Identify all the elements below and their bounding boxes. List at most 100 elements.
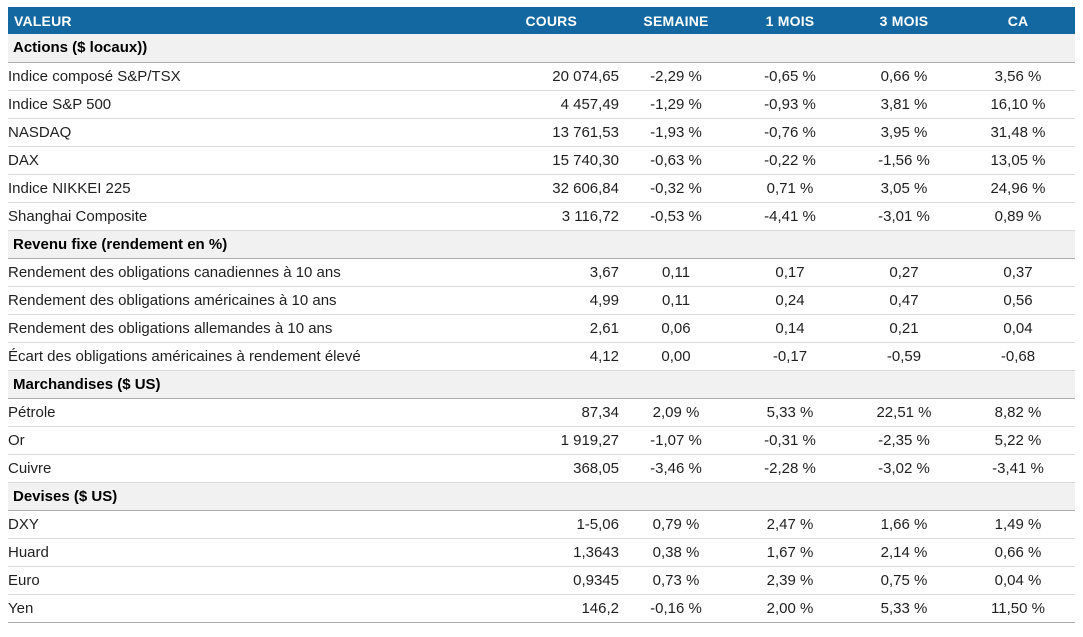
semaine-value: -3,46 % — [619, 454, 733, 483]
row-label: Rendement des obligations canadiennes à … — [8, 258, 463, 287]
1mois-value: 0,17 — [733, 258, 847, 287]
cours-value: 87,34 — [463, 398, 619, 427]
cours-value: 15 740,30 — [463, 146, 619, 175]
section-row: Revenu fixe (rendement en %) — [8, 230, 1075, 259]
table-row: Cuivre 368,05 -3,46 % -2,28 % -3,02 % -3,41 % — [8, 454, 1075, 483]
3mois-value: 3,95 % — [847, 118, 961, 147]
column-header-cours: COURS — [463, 7, 619, 34]
row-label: Yen — [8, 594, 463, 623]
semaine-value: -0,53 % — [619, 202, 733, 231]
row-label: Cuivre — [8, 454, 463, 483]
semaine-value: -1,93 % — [619, 118, 733, 147]
ca-value: 31,48 % — [961, 118, 1075, 147]
ca-value: 0,04 % — [961, 566, 1075, 595]
market-table: VALEUR COURS SEMAINE 1 MOIS 3 MOIS CA Ac… — [8, 7, 1075, 623]
column-header-3mois: 3 MOIS — [847, 7, 961, 34]
semaine-value: -0,32 % — [619, 174, 733, 203]
1mois-value: -0,31 % — [733, 426, 847, 455]
row-label: Euro — [8, 566, 463, 595]
cours-value: 20 074,65 — [463, 62, 619, 91]
table-row: Indice NIKKEI 225 32 606,84 -0,32 % 0,71 % 3… — [8, 174, 1075, 203]
table-row: Rendement des obligations canadiennes à … — [8, 258, 1075, 287]
3mois-value: 3,05 % — [847, 174, 961, 203]
semaine-value: 0,73 % — [619, 566, 733, 595]
cours-value: 3,67 — [463, 258, 619, 287]
ca-value: 0,89 % — [961, 202, 1075, 231]
1mois-value: -0,65 % — [733, 62, 847, 91]
row-label: Indice composé S&P/TSX — [8, 62, 463, 91]
table-row: Huard 1,3643 0,38 % 1,67 % 2,14 % 0,66 % — [8, 538, 1075, 567]
semaine-value: 0,06 — [619, 314, 733, 343]
cours-value: 368,05 — [463, 454, 619, 483]
row-label: Indice S&P 500 — [8, 90, 463, 119]
column-header-ca: CA — [961, 7, 1075, 34]
ca-value: 1,49 % — [961, 510, 1075, 539]
3mois-value: 2,14 % — [847, 538, 961, 567]
1mois-value: 2,39 % — [733, 566, 847, 595]
ca-value: 0,04 — [961, 314, 1075, 343]
1mois-value: -0,22 % — [733, 146, 847, 175]
ca-value: 3,56 % — [961, 62, 1075, 91]
1mois-value: 0,14 — [733, 314, 847, 343]
table-row: Indice composé S&P/TSX 20 074,65 -2,29 % -0… — [8, 62, 1075, 91]
row-label: Rendement des obligations américaines à … — [8, 286, 463, 315]
1mois-value: 2,47 % — [733, 510, 847, 539]
1mois-value: -0,93 % — [733, 90, 847, 119]
row-label: Indice NIKKEI 225 — [8, 174, 463, 203]
ca-value: 0,56 — [961, 286, 1075, 315]
3mois-value: 22,51 % — [847, 398, 961, 427]
1mois-value: -0,76 % — [733, 118, 847, 147]
3mois-value: 3,81 % — [847, 90, 961, 119]
3mois-value: -0,59 — [847, 342, 961, 371]
table-row: Pétrole 87,34 2,09 % 5,33 % 22,51 % 8,82 % — [8, 398, 1075, 427]
row-label: Écart des obligations américaines à rend… — [8, 342, 463, 371]
1mois-value: 1,67 % — [733, 538, 847, 567]
1mois-value: 0,71 % — [733, 174, 847, 203]
ca-value: 0,37 — [961, 258, 1075, 287]
semaine-value: -1,29 % — [619, 90, 733, 119]
1mois-value: -2,28 % — [733, 454, 847, 483]
cours-value: 1-5,06 — [463, 510, 619, 539]
semaine-value: -2,29 % — [619, 62, 733, 91]
semaine-value: 2,09 % — [619, 398, 733, 427]
1mois-value: 5,33 % — [733, 398, 847, 427]
semaine-value: 0,79 % — [619, 510, 733, 539]
ca-value: -0,68 — [961, 342, 1075, 371]
cours-value: 4 457,49 — [463, 90, 619, 119]
table-row: Or 1 919,27 -1,07 % -0,31 % -2,35 % 5,22 % — [8, 426, 1075, 455]
table-row: Euro 0,9345 0,73 % 2,39 % 0,75 % 0,04 % — [8, 566, 1075, 595]
column-header-semaine: SEMAINE — [619, 7, 733, 34]
header-row: VALEUR COURS SEMAINE 1 MOIS 3 MOIS CA — [8, 7, 1075, 34]
section-title: Devises ($ US) — [8, 482, 1075, 511]
semaine-value: 0,11 — [619, 258, 733, 287]
column-header-valeur: VALEUR — [8, 7, 463, 34]
semaine-value: -1,07 % — [619, 426, 733, 455]
3mois-value: -2,35 % — [847, 426, 961, 455]
3mois-value: 1,66 % — [847, 510, 961, 539]
3mois-value: 0,75 % — [847, 566, 961, 595]
row-label: Or — [8, 426, 463, 455]
cours-value: 2,61 — [463, 314, 619, 343]
cours-value: 4,12 — [463, 342, 619, 371]
3mois-value: 0,66 % — [847, 62, 961, 91]
row-label: DXY — [8, 510, 463, 539]
table-row: NASDAQ 13 761,53 -1,93 % -0,76 % 3,95 % 31,48… — [8, 118, 1075, 147]
semaine-value: 0,11 — [619, 286, 733, 315]
table-row: Yen 146,2 -0,16 % 2,00 % 5,33 % 11,50 % — [8, 594, 1075, 623]
table-row: Indice S&P 500 4 457,49 -1,29 % -0,93 % 3,81… — [8, 90, 1075, 119]
3mois-value: -3,01 % — [847, 202, 961, 231]
section-title: Marchandises ($ US) — [8, 370, 1075, 399]
row-label: NASDAQ — [8, 118, 463, 147]
3mois-value: 5,33 % — [847, 594, 961, 623]
cours-value: 1 919,27 — [463, 426, 619, 455]
row-label: Pétrole — [8, 398, 463, 427]
1mois-value: 0,24 — [733, 286, 847, 315]
ca-value: 5,22 % — [961, 426, 1075, 455]
3mois-value: 0,27 — [847, 258, 961, 287]
cours-value: 3 116,72 — [463, 202, 619, 231]
semaine-value: -0,16 % — [619, 594, 733, 623]
3mois-value: -3,02 % — [847, 454, 961, 483]
semaine-value: -0,63 % — [619, 146, 733, 175]
table-row: DXY 1-5,06 0,79 % 2,47 % 1,66 % 1,49 % — [8, 510, 1075, 539]
